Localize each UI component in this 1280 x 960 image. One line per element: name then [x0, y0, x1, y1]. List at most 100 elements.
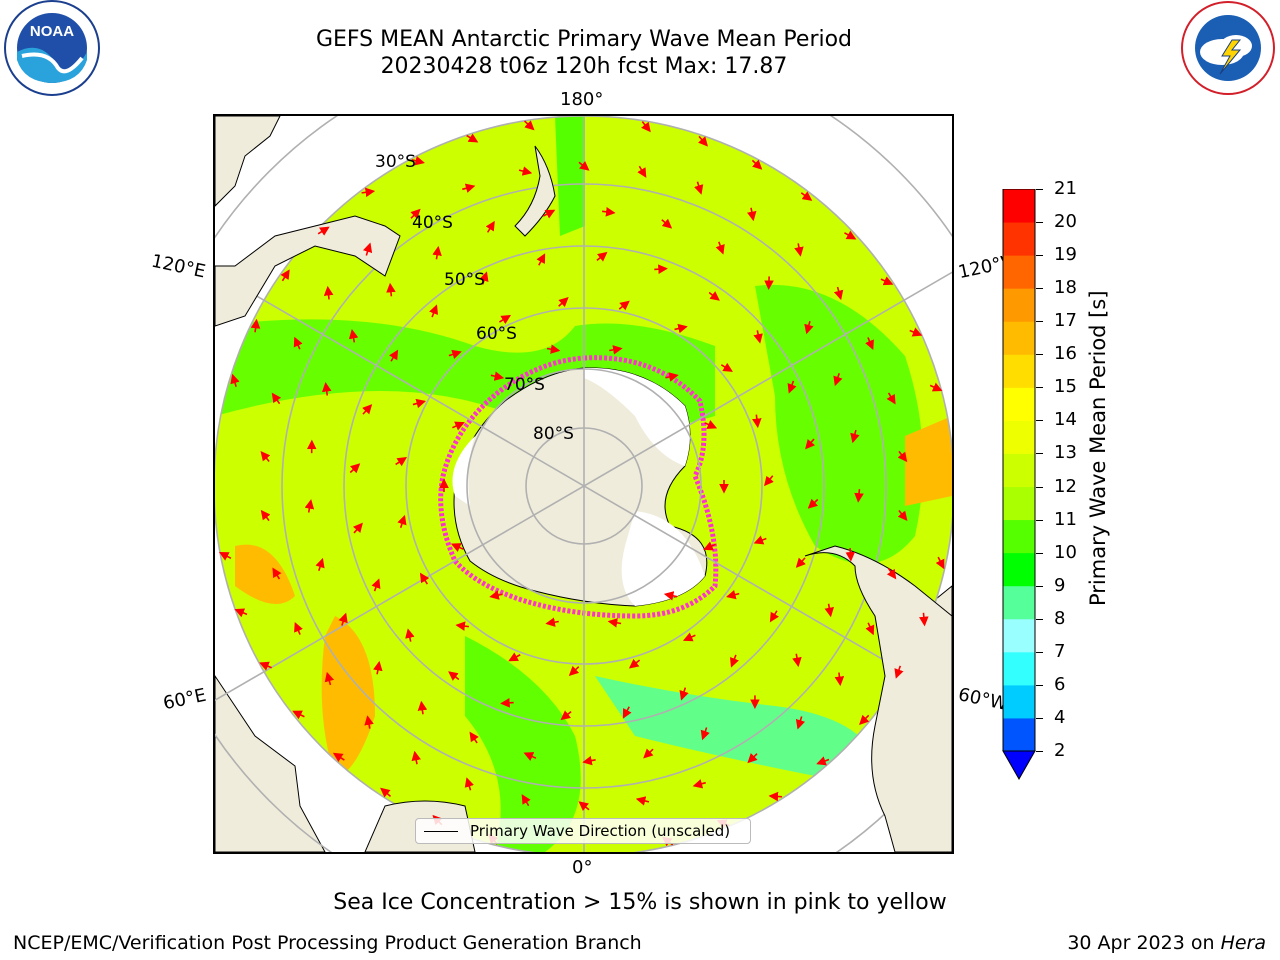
sea-ice-note: Sea Ice Concentration > 15% is shown in …: [333, 890, 947, 915]
colorbar-tick-label: 8: [1054, 607, 1066, 629]
wave-arrow: [854, 489, 864, 503]
wave-arrow: [747, 753, 758, 764]
wave-arrow: [609, 345, 623, 355]
wave-arrow: [578, 801, 590, 811]
wave-arrow: [807, 498, 819, 509]
colorbar-tick-mark: [1036, 684, 1043, 686]
wave-arrow: [304, 499, 315, 513]
wave-arrow: [546, 344, 561, 354]
lon-label-upper-left: 120°E: [149, 250, 208, 283]
chart-subtitle: 20230428 t06z 120h fcst Max: 17.87: [380, 54, 788, 79]
wave-arrow: [317, 226, 330, 236]
wave-arrow: [250, 318, 261, 333]
wave-arrow: [523, 752, 537, 761]
colorbar-tick-label: 17: [1054, 310, 1077, 332]
colorbar-extend-arrow: [1002, 750, 1036, 781]
wave-arrow: [628, 658, 641, 669]
wave-arrow: [280, 269, 290, 282]
colorbar-segment: [1003, 585, 1035, 620]
wave-arrow: [450, 543, 464, 552]
colorbar-segment: [1003, 717, 1035, 752]
wave-arrow: [850, 429, 860, 444]
wave-arrow: [469, 731, 479, 744]
colorbar-tick-label: 11: [1054, 508, 1077, 530]
wave-arrow: [536, 253, 546, 266]
wave-arrow: [582, 755, 596, 766]
wave-arrow: [349, 463, 361, 474]
footer-date-text: 30 Apr 2023 on: [1067, 932, 1221, 954]
colorbar-segment: [1003, 651, 1035, 686]
colorbar-tick-mark: [1036, 354, 1043, 356]
wave-arrow: [844, 230, 857, 240]
lat-label-60s: 60°S: [476, 324, 517, 344]
wave-arrow: [324, 671, 335, 686]
colorbar-tick-label: 18: [1054, 277, 1077, 299]
wave-arrow: [661, 218, 673, 229]
lat-label-70s: 70°S: [504, 375, 545, 395]
wave-arrow: [353, 522, 363, 534]
wave-arrow: [489, 590, 503, 600]
lon-label-top: 180°: [560, 89, 604, 110]
colorbar-tick-mark: [1036, 585, 1043, 587]
wave-arrow: [824, 603, 834, 618]
colorbar-segment: [1003, 321, 1035, 355]
wave-arrow: [865, 622, 875, 636]
colorbar-tick-mark: [1036, 255, 1043, 257]
wave-arrow: [753, 535, 767, 545]
wave-arrow: [218, 551, 232, 561]
wave-arrow: [395, 457, 408, 467]
legend-label: Primary Wave Direction (unscaled): [470, 822, 731, 840]
wave-arrow: [411, 156, 425, 166]
wave-arrow: [545, 617, 559, 627]
wave-arrow: [674, 323, 688, 334]
wave-arrow: [466, 133, 479, 143]
wave-arrow: [865, 337, 874, 351]
noaa-logo-icon: NOAA: [4, 0, 100, 96]
map-panel[interactable]: [213, 114, 954, 854]
wave-arrow: [726, 589, 740, 600]
polar-map[interactable]: [215, 116, 952, 852]
wave-arrow: [833, 286, 844, 301]
colorbar-tick-mark: [1036, 618, 1043, 620]
wave-arrow: [596, 251, 608, 262]
wave-arrow: [338, 612, 348, 626]
nws-logo: [1176, 0, 1280, 100]
colorbar-segment: [1003, 222, 1035, 256]
colorbar-segment: [1003, 552, 1035, 587]
colorbar-tick-label: 12: [1054, 475, 1077, 497]
wave-arrow: [795, 557, 806, 568]
lat-label-40s: 40°S: [412, 213, 453, 233]
wave-arrow: [260, 509, 271, 522]
wave-arrow: [665, 372, 679, 382]
wave-direction-arrows: [218, 120, 945, 847]
wave-arrow: [679, 687, 689, 701]
wave-arrow: [292, 710, 305, 720]
wave-arrow: [618, 300, 630, 311]
wave-arrow: [729, 654, 739, 668]
lat-label-80s: 80°S: [533, 424, 574, 444]
colorbar-tick-label: 9: [1054, 574, 1066, 596]
legend-line-icon: [424, 830, 458, 832]
wave-arrow: [635, 796, 650, 806]
wave-arrow: [833, 372, 843, 387]
wave-arrow: [364, 715, 374, 729]
colorbar-tick-label: 16: [1054, 343, 1077, 365]
colorbar-segment: [1003, 255, 1035, 289]
wave-arrow: [464, 777, 474, 791]
colorbar-tick-label: 10: [1054, 541, 1077, 563]
wave-arrow: [348, 328, 359, 343]
wave-arrow: [432, 245, 442, 260]
wave-arrow: [794, 243, 804, 257]
colorbar-segment: [1003, 453, 1035, 488]
colorbar-tick-mark: [1036, 519, 1043, 521]
wave-arrow: [518, 166, 533, 176]
wave-arrow: [747, 207, 757, 222]
colorbar-tick-label: 20: [1054, 211, 1077, 233]
colorbar-scale: [1002, 188, 1036, 781]
wave-arrow: [708, 291, 720, 301]
colorbar-tick-mark: [1036, 288, 1043, 290]
colorbar-tick-mark: [1036, 222, 1043, 224]
colorbar-tick-mark: [1036, 486, 1043, 488]
noaa-logo-text: NOAA: [30, 23, 74, 40]
wave-arrow: [929, 382, 943, 392]
